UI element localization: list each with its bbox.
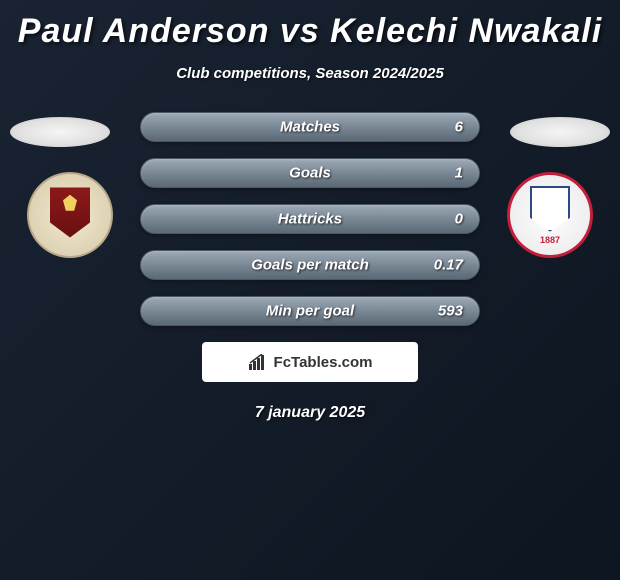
stat-label: Hattricks — [278, 211, 342, 228]
player-right-avatar — [510, 117, 610, 147]
page-title: Paul Anderson vs Kelechi Nwakali — [0, 0, 620, 51]
stat-value-right: 1 — [455, 165, 463, 182]
stat-row-goals: Goals 1 — [140, 158, 480, 188]
date-label: 7 january 2025 — [0, 404, 620, 422]
stat-value-right: 0 — [455, 211, 463, 228]
player-left-crest — [27, 172, 113, 258]
stat-value-right: 0.17 — [434, 257, 463, 274]
stat-row-goals-per-match: Goals per match 0.17 — [140, 250, 480, 280]
comparison-content: Matches 6 Goals 1 Hattricks 0 Goals per … — [0, 112, 620, 382]
stat-row-matches: Matches 6 — [140, 112, 480, 142]
stat-label: Min per goal — [266, 303, 354, 320]
stat-label: Goals — [289, 165, 331, 182]
player-right-crest — [507, 172, 593, 258]
chart-icon — [248, 354, 268, 370]
stats-list: Matches 6 Goals 1 Hattricks 0 Goals per … — [140, 112, 480, 326]
player-left-avatar — [10, 117, 110, 147]
badge-text: FcTables.com — [274, 354, 373, 371]
stat-label: Matches — [280, 119, 340, 136]
fctables-badge[interactable]: FcTables.com — [202, 342, 418, 382]
stat-value-right: 593 — [438, 303, 463, 320]
stat-row-hattricks: Hattricks 0 — [140, 204, 480, 234]
stat-label: Goals per match — [251, 257, 369, 274]
subtitle: Club competitions, Season 2024/2025 — [0, 65, 620, 82]
stat-value-right: 6 — [455, 119, 463, 136]
stat-row-min-per-goal: Min per goal 593 — [140, 296, 480, 326]
